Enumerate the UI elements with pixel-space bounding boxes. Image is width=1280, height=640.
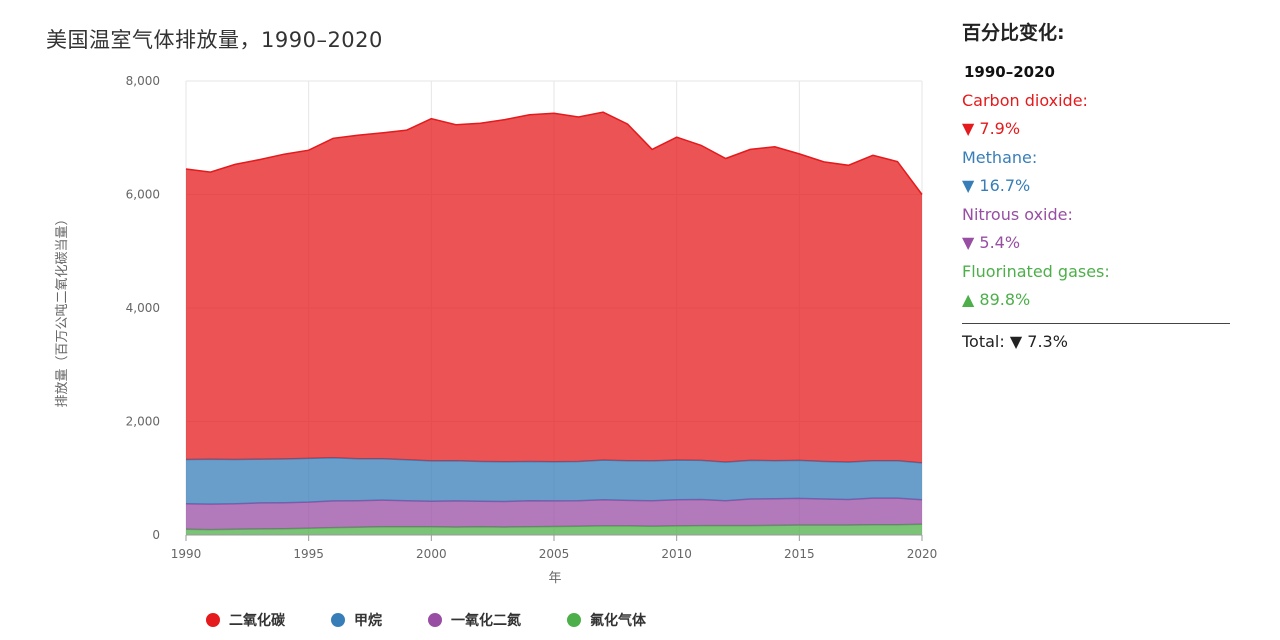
change-item-nitrous-oxide: Nitrous oxide: ▼ 5.4% — [962, 205, 1230, 252]
y-axis-title: 排放量（百万公吨二氧化碳当量） — [55, 212, 70, 407]
legend-item-methane[interactable]: 甲烷 — [331, 610, 382, 630]
gas-change: ▼ 5.4% — [962, 233, 1230, 252]
change-item-co2: Carbon dioxide: ▼ 7.9% — [962, 91, 1230, 138]
up-arrow-icon: ▲ — [962, 290, 975, 309]
x-tick-label: 2000 — [416, 547, 447, 561]
series-line-co2 — [185, 111, 923, 195]
co2-legend-swatch-icon — [206, 613, 220, 627]
change-value: 7.9% — [979, 119, 1021, 138]
y-tick-label: 6,000 — [126, 188, 160, 202]
gas-change: ▼ 7.9% — [962, 119, 1230, 138]
gas-change: ▼ 16.7% — [962, 176, 1230, 195]
x-axis-title: 年 — [548, 571, 561, 586]
series-area-n2o[interactable] — [186, 498, 922, 530]
total-change: Total: ▼ 7.3% — [962, 332, 1230, 351]
gas-name: Methane: — [962, 148, 1038, 167]
down-arrow-icon: ▼ — [962, 119, 975, 138]
total-value: 7.3% — [1027, 332, 1068, 351]
x-tick-label: 2005 — [539, 547, 570, 561]
down-arrow-icon: ▼ — [962, 233, 975, 252]
stacked-area-chart: 0 2,000 4,000 6,000 8,000 1990 1995 2000 2005 201… — [55, 74, 938, 586]
series-areas — [185, 111, 923, 535]
percent-change-panel: 百分比变化: 1990–2020 Carbon dioxide: ▼ 7.9% … — [962, 18, 1230, 351]
axes: 0 2,000 4,000 6,000 8,000 1990 1995 2000 2005 201… — [126, 74, 938, 561]
gas-name: Carbon dioxide: — [962, 91, 1088, 110]
total-label: Total: — [962, 332, 1005, 351]
change-value: 5.4% — [979, 233, 1021, 252]
y-tick-label: 0 — [152, 528, 160, 542]
y-tick-label: 8,000 — [126, 74, 160, 88]
series-area-fgas[interactable] — [186, 524, 922, 535]
legend-item-nitrous-oxide[interactable]: 一氧化二氮 — [428, 610, 521, 630]
x-tick-label: 2015 — [784, 547, 815, 561]
down-arrow-icon: ▼ — [1009, 332, 1023, 351]
methane-legend-swatch-icon — [331, 613, 345, 627]
legend-item-co2[interactable]: 二氧化碳 — [206, 610, 285, 630]
panel-heading: 百分比变化: — [962, 22, 1065, 44]
series-area-ch4[interactable] — [186, 457, 922, 505]
down-arrow-icon: ▼ — [962, 176, 975, 195]
series-area-co2[interactable] — [186, 112, 922, 463]
panel-period: 1990–2020 — [964, 63, 1055, 81]
change-value: 89.8% — [979, 290, 1031, 309]
change-value: 16.7% — [979, 176, 1031, 195]
change-item-methane: Methane: ▼ 16.7% — [962, 148, 1230, 195]
legend-item-fluorinated-gases[interactable]: 氟化气体 — [567, 610, 646, 630]
x-tick-label: 2020 — [907, 547, 938, 561]
gas-name: Fluorinated gases: — [962, 262, 1110, 281]
change-item-fluorinated-gases: Fluorinated gases: ▲ 89.8% — [962, 262, 1230, 309]
y-tick-label: 4,000 — [126, 301, 160, 315]
fluorinated-gases-legend-swatch-icon — [567, 613, 581, 627]
legend-label: 二氧化碳 — [229, 613, 285, 629]
chart-legend: 二氧化碳 甲烷 一氧化二氮 氟化气体 — [206, 610, 692, 630]
gas-name: Nitrous oxide: — [962, 205, 1073, 224]
x-tick-label: 1990 — [171, 547, 202, 561]
legend-label: 氟化气体 — [590, 613, 646, 629]
y-tick-label: 2,000 — [126, 415, 160, 429]
chart-title: 美国温室气体排放量，1990–2020 — [46, 28, 383, 52]
nitrous-oxide-legend-swatch-icon — [428, 613, 442, 627]
legend-label: 甲烷 — [354, 613, 382, 629]
panel-divider — [962, 323, 1230, 324]
gas-change: ▲ 89.8% — [962, 290, 1230, 309]
x-tick-label: 2010 — [661, 547, 692, 561]
x-tick-label: 1995 — [293, 547, 324, 561]
legend-label: 一氧化二氮 — [451, 613, 521, 629]
